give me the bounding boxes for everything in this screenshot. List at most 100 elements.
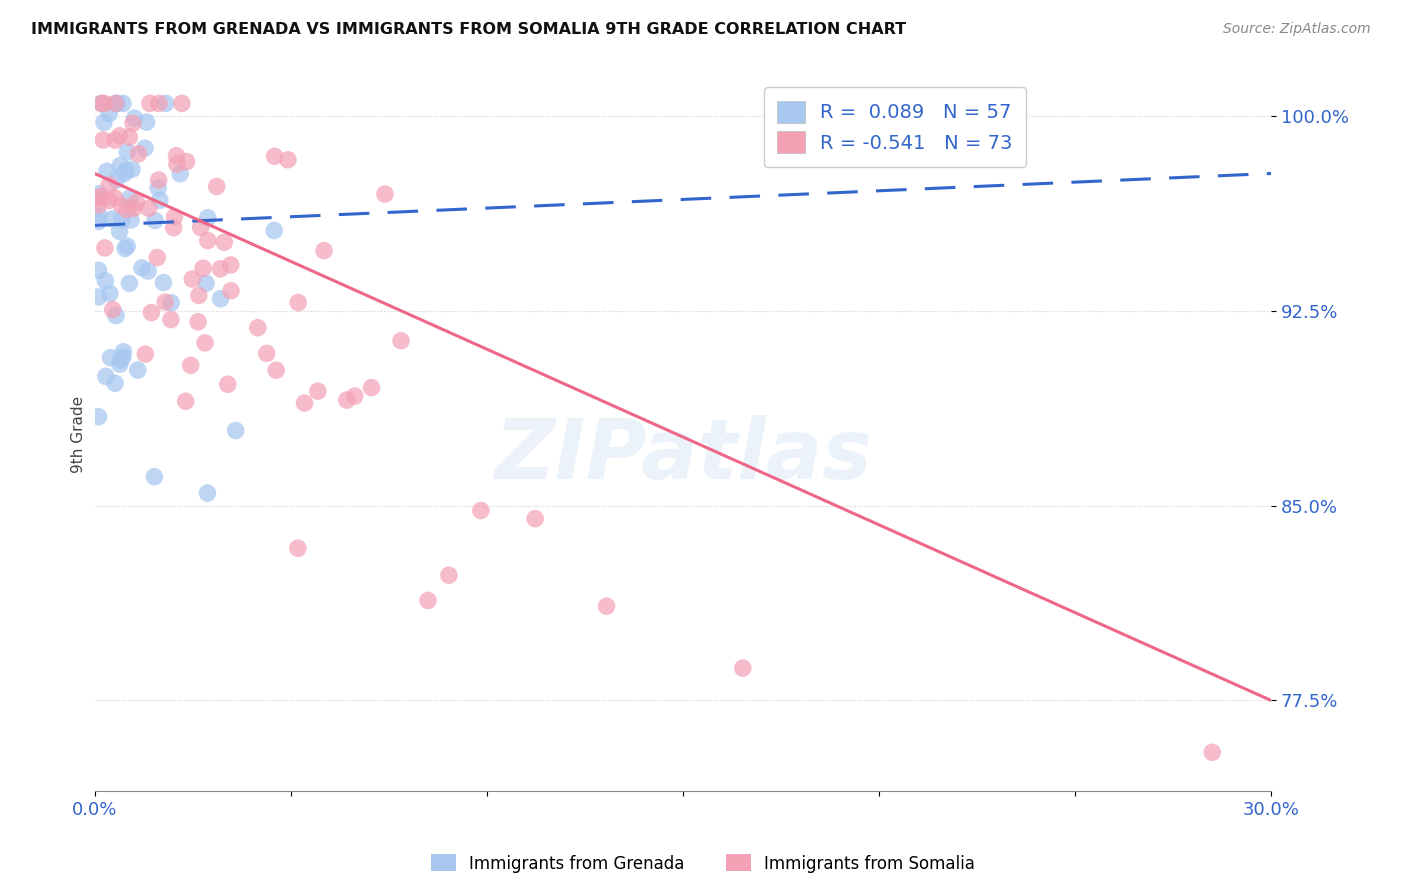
Point [731,661,754,675]
Point [111,96,134,111]
Point [166,157,188,171]
Point [110,158,132,172]
Point [100,351,122,365]
Point [101,211,124,226]
Point [136,264,159,278]
Point [104,376,127,391]
Point [246,320,269,334]
Legend: R =  0.089   N = 57, R = -0.541   N = 73: R = 0.089 N = 57, R = -0.541 N = 73 [763,87,1026,167]
Point [122,116,145,130]
Point [98,286,121,301]
Point [101,302,124,317]
Point [294,396,316,410]
Point [87,214,110,228]
Point [470,503,492,517]
Point [148,173,170,187]
Point [90,96,112,111]
Point [389,334,412,348]
Point [174,394,197,409]
Point [277,153,299,167]
Point [98,194,121,208]
Point [104,133,127,147]
Point [110,198,132,212]
Point [194,335,217,350]
Point [209,261,232,276]
Point [214,235,236,250]
Point [87,263,110,277]
Point [166,149,188,163]
Point [125,195,148,210]
Point [336,392,359,407]
Point [114,242,136,256]
Point [94,241,117,255]
Point [98,178,121,192]
Point [105,96,128,111]
Point [108,224,131,238]
Point [148,96,170,111]
Point [93,96,115,111]
Point [108,357,131,371]
Point [205,179,228,194]
Point [169,167,191,181]
Point [108,128,131,143]
Point [110,353,132,368]
Point [263,149,285,163]
Point [187,315,209,329]
Point [127,363,149,377]
Point [343,389,366,403]
Point [134,347,156,361]
Text: Source: ZipAtlas.com: Source: ZipAtlas.com [1223,22,1371,37]
Point [134,141,156,155]
Point [287,541,309,556]
Point [143,469,166,483]
Point [287,295,309,310]
Point [197,234,219,248]
Point [118,277,141,291]
Point [225,424,247,438]
Point [146,180,169,194]
Point [153,295,176,310]
Point [117,145,139,159]
Point [149,193,172,207]
Point [195,277,218,291]
Point [152,276,174,290]
Point [120,213,142,227]
Point [217,377,239,392]
Point [135,115,157,129]
Point [360,381,382,395]
Point [181,272,204,286]
Point [98,106,121,120]
Point [105,96,128,111]
Point [160,295,183,310]
Point [124,111,146,125]
Point [118,130,141,145]
Point [176,154,198,169]
Point [191,261,214,276]
Point [87,290,110,304]
Point [437,568,460,582]
Point [87,208,110,222]
Legend: Immigrants from Grenada, Immigrants from Somalia: Immigrants from Grenada, Immigrants from… [425,847,981,880]
Point [374,187,396,202]
Point [103,191,125,205]
Point [94,369,117,384]
Point [122,201,145,215]
Point [197,211,219,225]
Point [163,210,186,224]
Point [89,186,111,201]
Point [87,409,110,424]
Point [115,239,138,253]
Point [89,190,111,204]
Point [87,198,110,212]
Point [104,96,127,111]
Point [91,133,114,147]
Point [128,146,150,161]
Point [190,220,212,235]
Point [416,593,439,607]
Point [143,213,166,227]
Point [93,115,115,129]
Text: ZIPatlas: ZIPatlas [494,416,872,496]
Point [112,344,135,359]
Point [139,96,162,111]
Point [307,384,329,399]
